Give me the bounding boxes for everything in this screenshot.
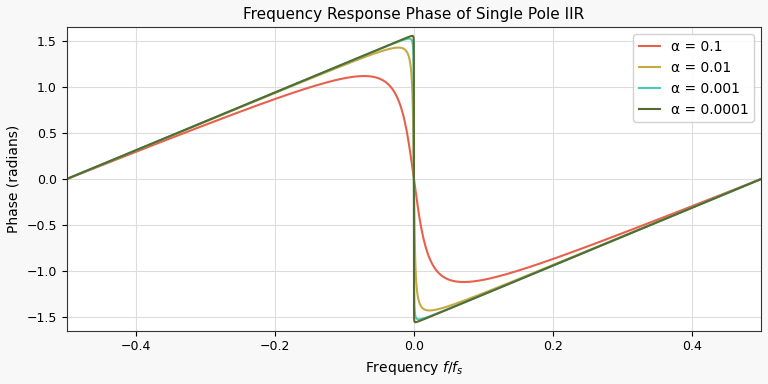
α = 0.1 xyxy=(756,177,766,181)
α = 0.0001 xyxy=(439,309,448,313)
α = 0.001 xyxy=(109,157,118,162)
Legend: α = 0.1, α = 0.01, α = 0.001, α = 0.0001: α = 0.1, α = 0.01, α = 0.001, α = 0.0001 xyxy=(634,34,754,122)
α = 0.01 xyxy=(578,251,587,255)
α = 0.01 xyxy=(229,108,238,112)
Line: α = 0.001: α = 0.001 xyxy=(67,39,761,319)
α = 0.1 xyxy=(328,79,337,83)
α = 0.0001 xyxy=(578,251,587,256)
α = 0.1 xyxy=(229,112,238,116)
α = 0.01 xyxy=(480,290,489,295)
α = 0.01 xyxy=(756,177,766,181)
α = 0.0001 xyxy=(411,320,420,324)
α = 0.001 xyxy=(578,251,587,256)
Line: α = 0.1: α = 0.1 xyxy=(67,76,761,282)
α = 0.0001 xyxy=(62,177,71,181)
α = 0.01 xyxy=(62,177,71,181)
α = 0.001 xyxy=(756,177,766,181)
Line: α = 0.01: α = 0.01 xyxy=(67,48,761,311)
α = 0.1 xyxy=(578,246,587,251)
α = 0.0001 xyxy=(229,107,238,112)
α = 0.01 xyxy=(394,45,403,50)
α = 0.1 xyxy=(459,280,468,284)
α = 0.001 xyxy=(328,66,337,71)
Line: α = 0.0001: α = 0.0001 xyxy=(67,36,761,322)
α = 0.0001 xyxy=(109,157,118,162)
α = 0.001 xyxy=(229,107,238,112)
α = 0.001 xyxy=(62,177,71,181)
α = 0.01 xyxy=(109,157,118,162)
α = 0.01 xyxy=(328,67,337,72)
α = 0.1 xyxy=(109,158,118,163)
α = 0.1 xyxy=(359,74,369,78)
α = 0.0001 xyxy=(328,66,337,71)
α = 0.1 xyxy=(480,277,489,282)
α = 0.0001 xyxy=(480,291,489,296)
α = 0.001 xyxy=(404,36,413,41)
α = 0.001 xyxy=(480,291,489,296)
α = 0.01 xyxy=(425,308,434,313)
α = 0.01 xyxy=(439,305,448,310)
α = 0.001 xyxy=(439,309,448,313)
Title: Frequency Response Phase of Single Pole IIR: Frequency Response Phase of Single Pole … xyxy=(243,7,584,22)
α = 0.0001 xyxy=(756,177,766,181)
α = 0.0001 xyxy=(408,33,417,38)
α = 0.1 xyxy=(439,275,448,279)
α = 0.001 xyxy=(414,317,423,322)
X-axis label: Frequency $f/f_s$: Frequency $f/f_s$ xyxy=(365,359,463,377)
α = 0.1 xyxy=(62,177,71,181)
Y-axis label: Phase (radians): Phase (radians) xyxy=(7,125,21,233)
